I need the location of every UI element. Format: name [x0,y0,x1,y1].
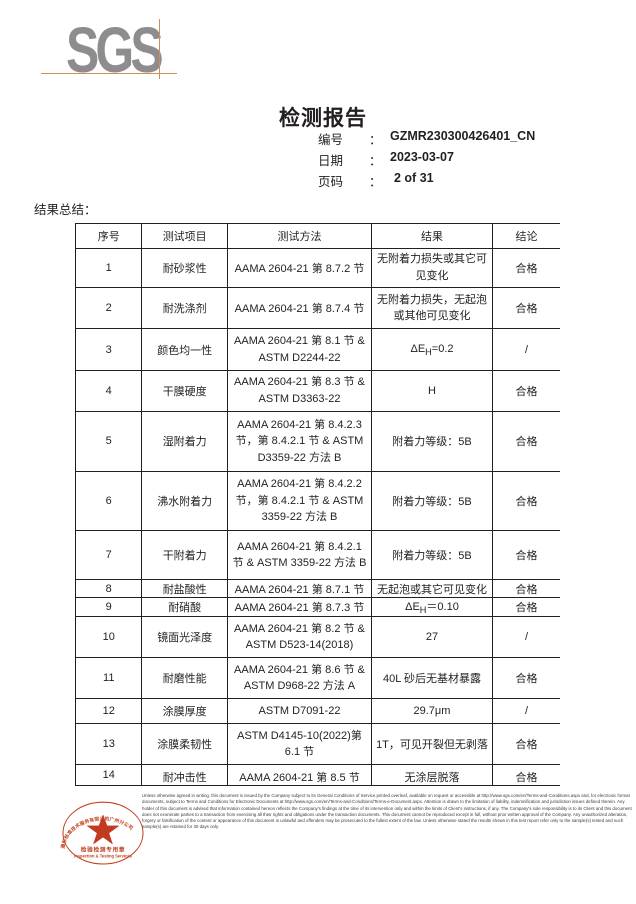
svg-text:Inspection & Testing Services: Inspection & Testing Services [74,854,132,859]
svg-text:检验检测专用章: 检验检测专用章 [81,845,125,853]
